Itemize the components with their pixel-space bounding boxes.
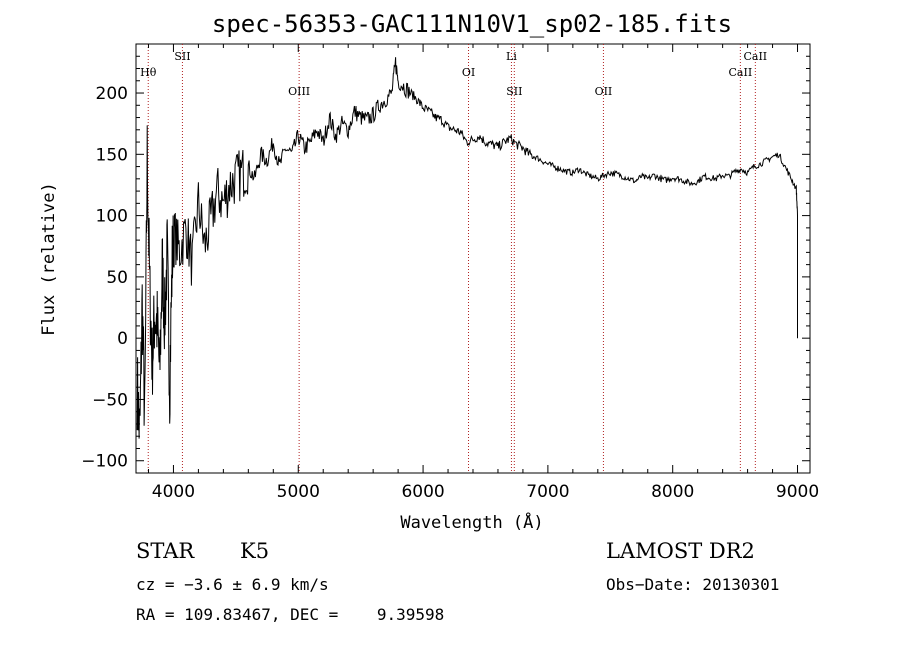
y-axis-ticks: −100 −50 0 50 100 150 200 xyxy=(81,55,810,472)
x-tick-label: 7000 xyxy=(526,482,569,502)
y-tick-label: −50 xyxy=(92,390,128,410)
emission-line-label: SII xyxy=(174,50,190,63)
x-tick-label: 6000 xyxy=(401,482,444,502)
emission-line-labels: Hθ SII OIII OI Li SII OII CaII CaII xyxy=(140,50,767,98)
emission-line-label: Hθ xyxy=(140,66,157,79)
y-tick-label: 100 xyxy=(96,207,128,227)
coordinates: RA = 109.83467, DEC = 9.39598 xyxy=(136,605,444,624)
emission-line-label: Li xyxy=(506,50,517,63)
observation-date: Obs−Date: 20130301 xyxy=(606,575,779,594)
spectrum-line xyxy=(136,57,798,439)
x-tick-label: 9000 xyxy=(776,482,819,502)
x-tick-label: 8000 xyxy=(651,482,694,502)
y-tick-label: 150 xyxy=(96,145,128,165)
x-axis-ticks: 4000 5000 6000 7000 8000 9000 xyxy=(147,44,819,502)
y-tick-label: 50 xyxy=(106,268,128,288)
object-subclass: K5 xyxy=(240,539,269,563)
plot-frame xyxy=(135,43,811,474)
emission-line-label: CaII xyxy=(729,66,753,79)
y-axis-label: Flux (relative) xyxy=(39,182,59,336)
emission-line-label: OI xyxy=(462,66,475,79)
chart-title: spec-56353-GAC111N10V1_sp02-185.fits xyxy=(212,10,732,38)
x-tick-label: 5000 xyxy=(277,482,320,502)
x-tick-label: 4000 xyxy=(152,482,195,502)
y-tick-label: 200 xyxy=(96,84,128,104)
x-axis-label: Wavelength (Å) xyxy=(400,511,543,533)
emission-line-markers xyxy=(147,44,756,473)
object-class: STAR xyxy=(136,539,195,563)
emission-line-label: OIII xyxy=(288,85,310,98)
y-tick-label: −100 xyxy=(81,452,128,472)
emission-line-label: CaII xyxy=(743,50,767,63)
survey-name: LAMOST DR2 xyxy=(606,539,755,563)
emission-line-label: OII xyxy=(595,85,613,98)
redshift-cz: cz = −3.6 ± 6.9 km/s xyxy=(136,575,329,594)
y-tick-label: 0 xyxy=(117,329,128,349)
emission-line-label: SII xyxy=(506,85,522,98)
